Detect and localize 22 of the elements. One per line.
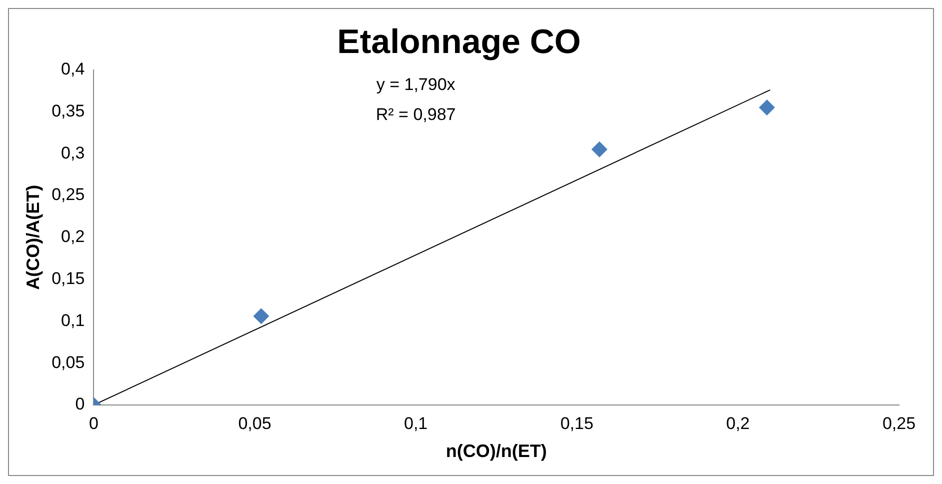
annotation: R² = 0,987 — [376, 104, 456, 124]
y-axis-title: A(CO)/A(ET) — [22, 184, 43, 290]
y-tick-label: 0,2 — [61, 227, 85, 246]
x-tick-label: 0,05 — [238, 414, 272, 433]
chart-title: Etalonnage CO — [337, 22, 581, 61]
y-tick-label: 0,25 — [52, 185, 85, 204]
annotation: y = 1,790x — [376, 74, 456, 94]
point — [591, 141, 608, 158]
x-axis-title: n(CO)/n(ET) — [446, 441, 547, 462]
y-tick-label: 0,3 — [61, 143, 85, 162]
y-tick-label: 0,4 — [61, 59, 85, 78]
y-tick-label: 0 — [75, 394, 85, 414]
x-tick-label: 0 — [88, 414, 98, 433]
x-tick-label: 0,25 — [882, 414, 916, 433]
x-tick-label: 0,1 — [404, 414, 428, 433]
y-tick-label: 0,35 — [52, 101, 85, 120]
y-tick-label: 0,1 — [61, 310, 85, 330]
y-tick-label: 0,05 — [52, 352, 85, 372]
x-tick-label: 0,2 — [726, 414, 750, 433]
y-tick-label: 0,15 — [52, 268, 85, 288]
point — [758, 100, 775, 116]
x-tick-label: 0,15 — [560, 414, 594, 433]
